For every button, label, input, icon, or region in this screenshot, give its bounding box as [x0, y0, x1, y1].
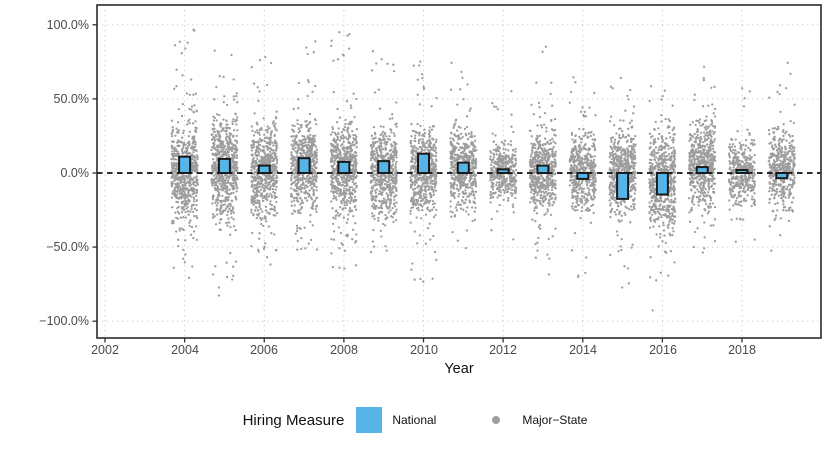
x-axis-tick-label: 2012 — [489, 343, 517, 357]
x-axis-title: Year — [444, 361, 474, 377]
x-axis-tick-label: 2010 — [410, 343, 438, 357]
x-axis-tick-label: 2014 — [569, 343, 597, 357]
legend-title: Hiring Measure — [242, 411, 345, 429]
x-axis-tick-label: 2006 — [250, 343, 278, 357]
legend: Hiring Measure National Major−State — [0, 399, 830, 441]
legend-label-major-state: Major−State — [522, 413, 588, 427]
major-state-dot-icon — [492, 416, 501, 424]
x-axis-tick-label: 2018 — [728, 343, 756, 357]
x-axis-tick-label: 2016 — [649, 343, 677, 357]
y-axis-tick-label: −50.0% — [46, 240, 89, 254]
x-axis-tick-label: 2008 — [330, 343, 358, 357]
x-axis-tick-label: 2002 — [91, 343, 119, 357]
y-axis-tick-label: −100.0% — [39, 314, 89, 328]
y-axis-tick-label: 0.0% — [60, 166, 90, 180]
y-axis-tick-label: 50.0% — [53, 92, 89, 106]
x-axis-tick-label: 2004 — [171, 343, 199, 357]
y-axis-tick-label: 100.0% — [46, 18, 89, 32]
national-swatch-icon — [356, 407, 383, 433]
legend-label-national: National — [392, 413, 437, 427]
